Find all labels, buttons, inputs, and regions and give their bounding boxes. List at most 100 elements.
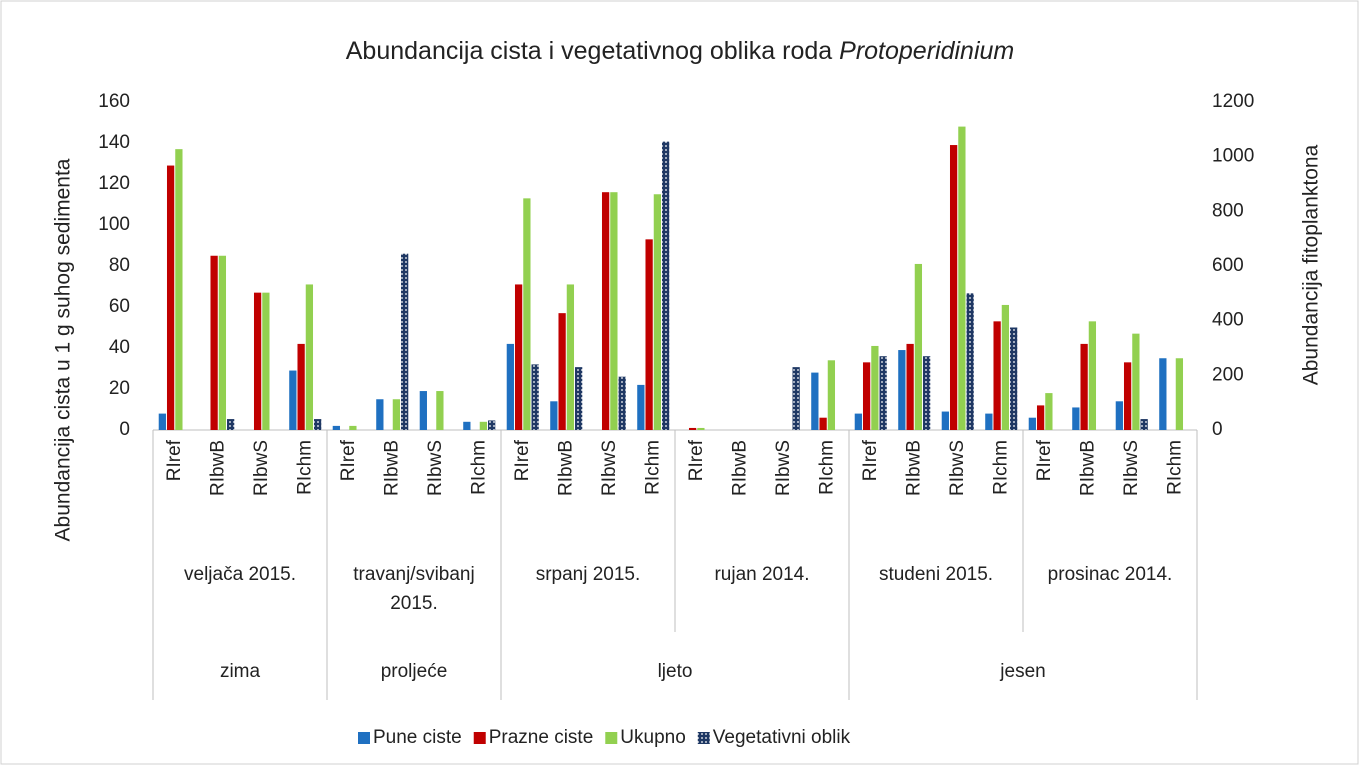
x-tick-label: RIbwS	[251, 440, 272, 496]
y-tick-label: 0	[119, 419, 130, 440]
bar	[210, 255, 218, 430]
y-tick-label: 20	[109, 378, 130, 399]
bar	[436, 391, 444, 430]
y-axis-title: Abundancija cista u 1 g suhog sedimenta	[52, 158, 75, 541]
bar	[1159, 358, 1167, 430]
legend-swatch	[697, 732, 710, 744]
bar	[305, 284, 314, 430]
bar	[697, 427, 705, 430]
month-label: travanj/svibanj 2015.	[353, 564, 475, 614]
bar	[966, 293, 974, 430]
bar	[463, 421, 471, 430]
month-label: veljača 2015.	[184, 564, 296, 585]
bar	[871, 345, 879, 430]
bar	[297, 343, 305, 430]
legend-label: Pune ciste	[373, 727, 462, 748]
bar	[1010, 327, 1018, 430]
bar	[1045, 393, 1053, 430]
bar	[792, 367, 800, 430]
bar	[941, 411, 949, 430]
x-tick-label: RIbwB	[555, 440, 576, 496]
bar	[993, 321, 1001, 430]
bar	[923, 356, 931, 430]
x-tick-label: RIchm	[468, 440, 489, 495]
x-tick-label: RIref	[164, 439, 185, 481]
bar	[1001, 304, 1010, 430]
y-tick-label: 80	[109, 255, 130, 276]
bar	[566, 284, 575, 430]
bar	[1175, 358, 1184, 430]
y2-axis-title: Abundancija fitoplanktona	[1300, 144, 1323, 385]
bar	[514, 284, 523, 430]
x-tick-label: RIbwB	[1077, 440, 1098, 496]
bar	[558, 313, 566, 430]
bar	[479, 421, 488, 430]
bar	[985, 413, 993, 430]
bar	[653, 194, 662, 430]
month-label: rujan 2014.	[714, 564, 810, 585]
season-label: ljeto	[657, 661, 693, 682]
bar	[879, 356, 887, 430]
y2-tick-label: 200	[1212, 364, 1244, 385]
bar	[811, 372, 819, 430]
bar	[506, 343, 514, 430]
bar	[401, 253, 409, 430]
bar	[601, 192, 610, 430]
bar	[610, 192, 618, 430]
bar	[688, 427, 697, 430]
bar	[1115, 401, 1123, 430]
x-tick-label: RIbwS	[947, 440, 968, 496]
bar	[1036, 405, 1045, 430]
x-tick-label: RIchm	[642, 440, 663, 495]
x-tick-label: RIbwS	[773, 440, 794, 496]
bar	[227, 419, 235, 430]
x-tick-label: RIref	[860, 439, 881, 481]
bar	[531, 364, 539, 430]
bar	[376, 399, 384, 430]
bar	[645, 239, 653, 430]
y2-tick-label: 1200	[1212, 91, 1254, 112]
bar	[218, 255, 227, 430]
bar	[1123, 362, 1132, 430]
bar	[1132, 333, 1140, 430]
bar	[949, 145, 958, 431]
x-tick-label: RIchm	[1164, 440, 1185, 495]
bar	[618, 376, 626, 430]
bar	[854, 413, 862, 430]
bar	[253, 292, 262, 430]
x-tick-label: RIchm	[990, 440, 1011, 495]
x-tick-label: RIbwB	[207, 440, 228, 496]
bar	[1028, 417, 1036, 430]
x-tick-label: RIref	[512, 439, 533, 481]
y2-tick-label: 600	[1212, 255, 1244, 276]
x-tick-label: RIref	[686, 439, 707, 481]
bar	[662, 141, 670, 430]
bar	[575, 367, 583, 430]
bar	[166, 165, 175, 431]
y2-tick-label: 400	[1212, 310, 1244, 331]
legend-swatch	[358, 732, 370, 744]
y-tick-label: 100	[98, 214, 130, 235]
chart-title: Abundancija cista i vegetativnog oblika …	[346, 37, 1014, 65]
x-tick-label: RIref	[338, 439, 359, 481]
bar	[158, 413, 166, 430]
bar	[314, 419, 322, 430]
bar	[332, 425, 340, 430]
season-label: jesen	[1000, 661, 1046, 682]
bar	[819, 417, 827, 430]
y2-tick-label: 0	[1212, 419, 1223, 440]
bar	[550, 401, 558, 430]
legend-swatch	[473, 732, 486, 744]
bar	[637, 384, 645, 430]
bar	[523, 198, 531, 430]
x-tick-label: RIchm	[294, 440, 315, 495]
legend-label: Ukupno	[620, 727, 686, 748]
bar	[958, 126, 966, 430]
bar	[862, 362, 871, 430]
bar	[906, 343, 914, 430]
bar	[827, 360, 836, 430]
bar	[349, 425, 357, 430]
x-tick-label: RIbwS	[1121, 440, 1142, 496]
